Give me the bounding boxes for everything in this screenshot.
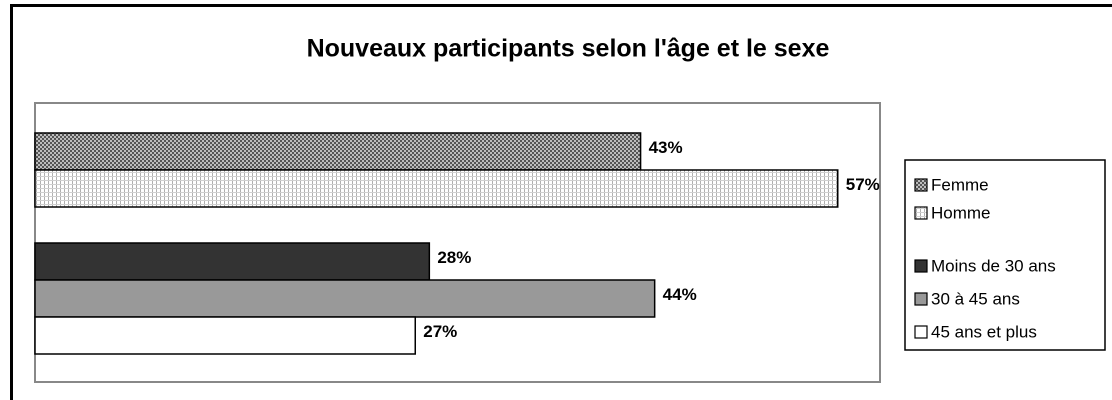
data-label: 43% bbox=[649, 138, 683, 157]
legend-swatch bbox=[914, 206, 928, 220]
bar bbox=[34, 242, 431, 281]
data-label: 44% bbox=[663, 285, 697, 304]
legend-label: 30 à 45 ans bbox=[931, 289, 1020, 308]
legend-swatch bbox=[914, 325, 928, 339]
chart-title: Nouveaux participants selon l'âge et le … bbox=[307, 35, 830, 63]
data-label: 28% bbox=[437, 248, 471, 267]
legend-swatch bbox=[914, 292, 928, 306]
legend bbox=[904, 159, 1106, 351]
data-label: 57% bbox=[846, 175, 880, 194]
data-label: 27% bbox=[423, 322, 457, 341]
bar bbox=[34, 169, 839, 208]
bar bbox=[34, 279, 656, 318]
legend-label: Femme bbox=[931, 175, 989, 194]
legend-label: Homme bbox=[931, 203, 991, 222]
legend-label: 45 ans et plus bbox=[931, 322, 1037, 341]
bar bbox=[34, 132, 642, 171]
legend-label: Moins de 30 ans bbox=[931, 256, 1056, 275]
bar bbox=[34, 316, 416, 355]
legend-swatch bbox=[914, 259, 928, 273]
legend-swatch bbox=[914, 178, 928, 192]
